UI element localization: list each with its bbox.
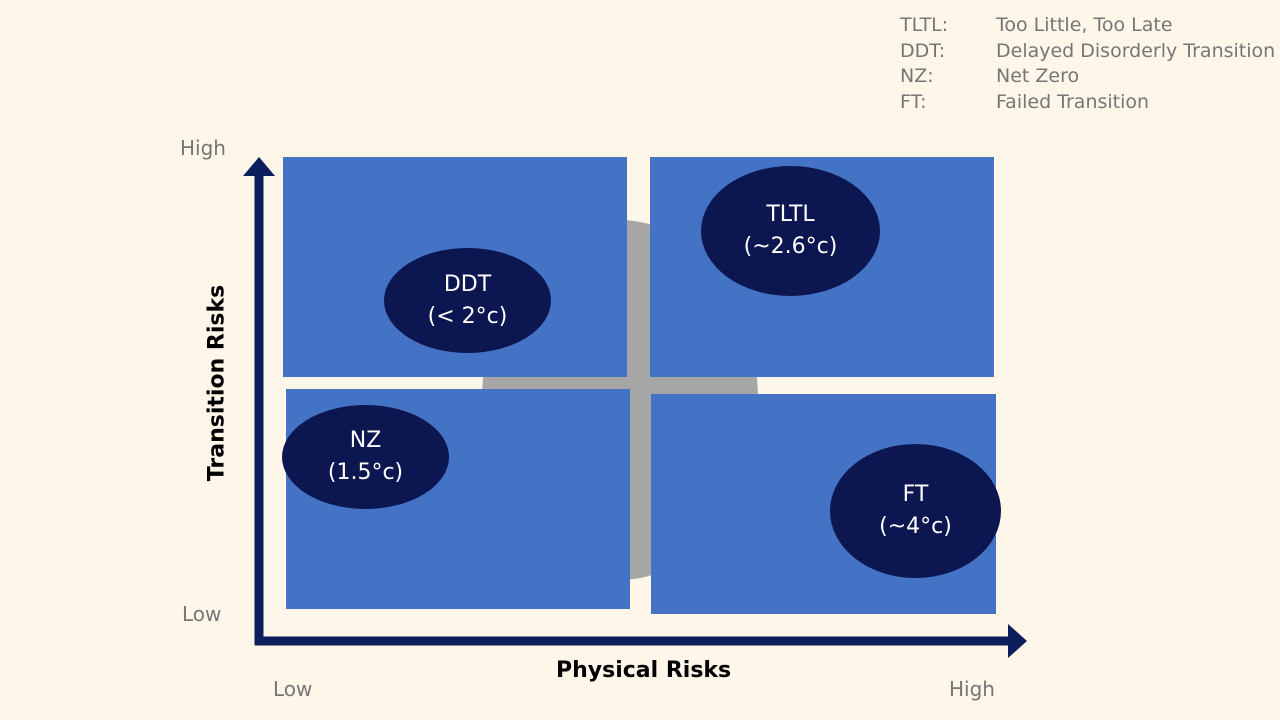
scenario-ft: FT (~4°c)	[830, 444, 1001, 578]
scenario-nz-name: NZ	[349, 428, 382, 453]
y-axis-arrowhead	[243, 157, 275, 176]
scenario-ddt-name: DDT	[443, 271, 492, 297]
legend-abbr-tltl: TLTL:	[900, 14, 949, 36]
scenario-ddt: DDT (< 2°c)	[384, 248, 551, 353]
legend-abbr-nz: NZ:	[900, 65, 934, 87]
legend-abbr-ft: FT:	[900, 91, 927, 113]
scenario-nz: NZ (1.5°c)	[282, 405, 449, 509]
legend-full-ft: Failed Transition	[996, 91, 1150, 113]
legend-full-ddt: Delayed Disorderly Transition	[996, 40, 1276, 62]
legend-full-nz: Net Zero	[996, 65, 1080, 87]
scenario-tltl: TLTL (~2.6°c)	[701, 166, 880, 296]
scenario-tltl-temp: (~2.6°c)	[743, 234, 838, 259]
y-axis-low-label: Low	[182, 602, 222, 626]
scenario-ft-name: FT	[902, 482, 929, 507]
x-axis-high-label: High	[949, 677, 995, 701]
scenario-ft-temp: (~4°c)	[879, 514, 952, 539]
scenario-nz-temp: (1.5°c)	[327, 460, 404, 485]
legend-abbr-ddt: DDT:	[900, 40, 946, 62]
scenario-ddt-temp: (< 2°c)	[427, 303, 508, 329]
x-axis-title: Physical Risks	[556, 658, 732, 683]
legend-full-tltl: Too Little, Too Late	[996, 14, 1173, 36]
x-axis-arrowhead	[1008, 624, 1027, 658]
y-axis-title: Transition Risks	[204, 284, 230, 482]
y-axis-high-label: High	[180, 136, 226, 160]
scenario-tltl-name: TLTL	[766, 202, 815, 227]
x-axis-low-label: Low	[273, 677, 313, 701]
